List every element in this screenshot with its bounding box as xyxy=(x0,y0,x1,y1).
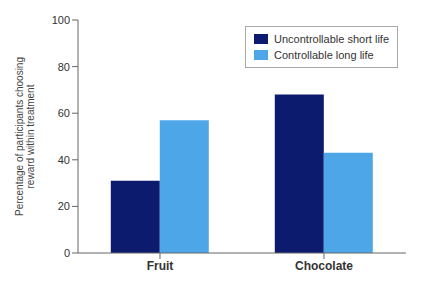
svg-text:40: 40 xyxy=(58,154,70,166)
svg-text:60: 60 xyxy=(58,107,70,119)
html-text:Controllable long life: Controllable long life xyxy=(274,49,374,61)
html-text:Uncontrollable short life: Uncontrollable short life xyxy=(274,33,389,45)
svg-text:80: 80 xyxy=(58,61,70,73)
svg-text:100: 100 xyxy=(52,14,70,26)
svg-text:Percentage of participants cho: Percentage of participants choosingrewar… xyxy=(14,57,36,216)
svg-text:Fruit: Fruit xyxy=(147,259,174,273)
svg-text:Chocolate: Chocolate xyxy=(295,259,353,273)
svg-text:0: 0 xyxy=(64,247,70,259)
svg-text:20: 20 xyxy=(58,200,70,212)
